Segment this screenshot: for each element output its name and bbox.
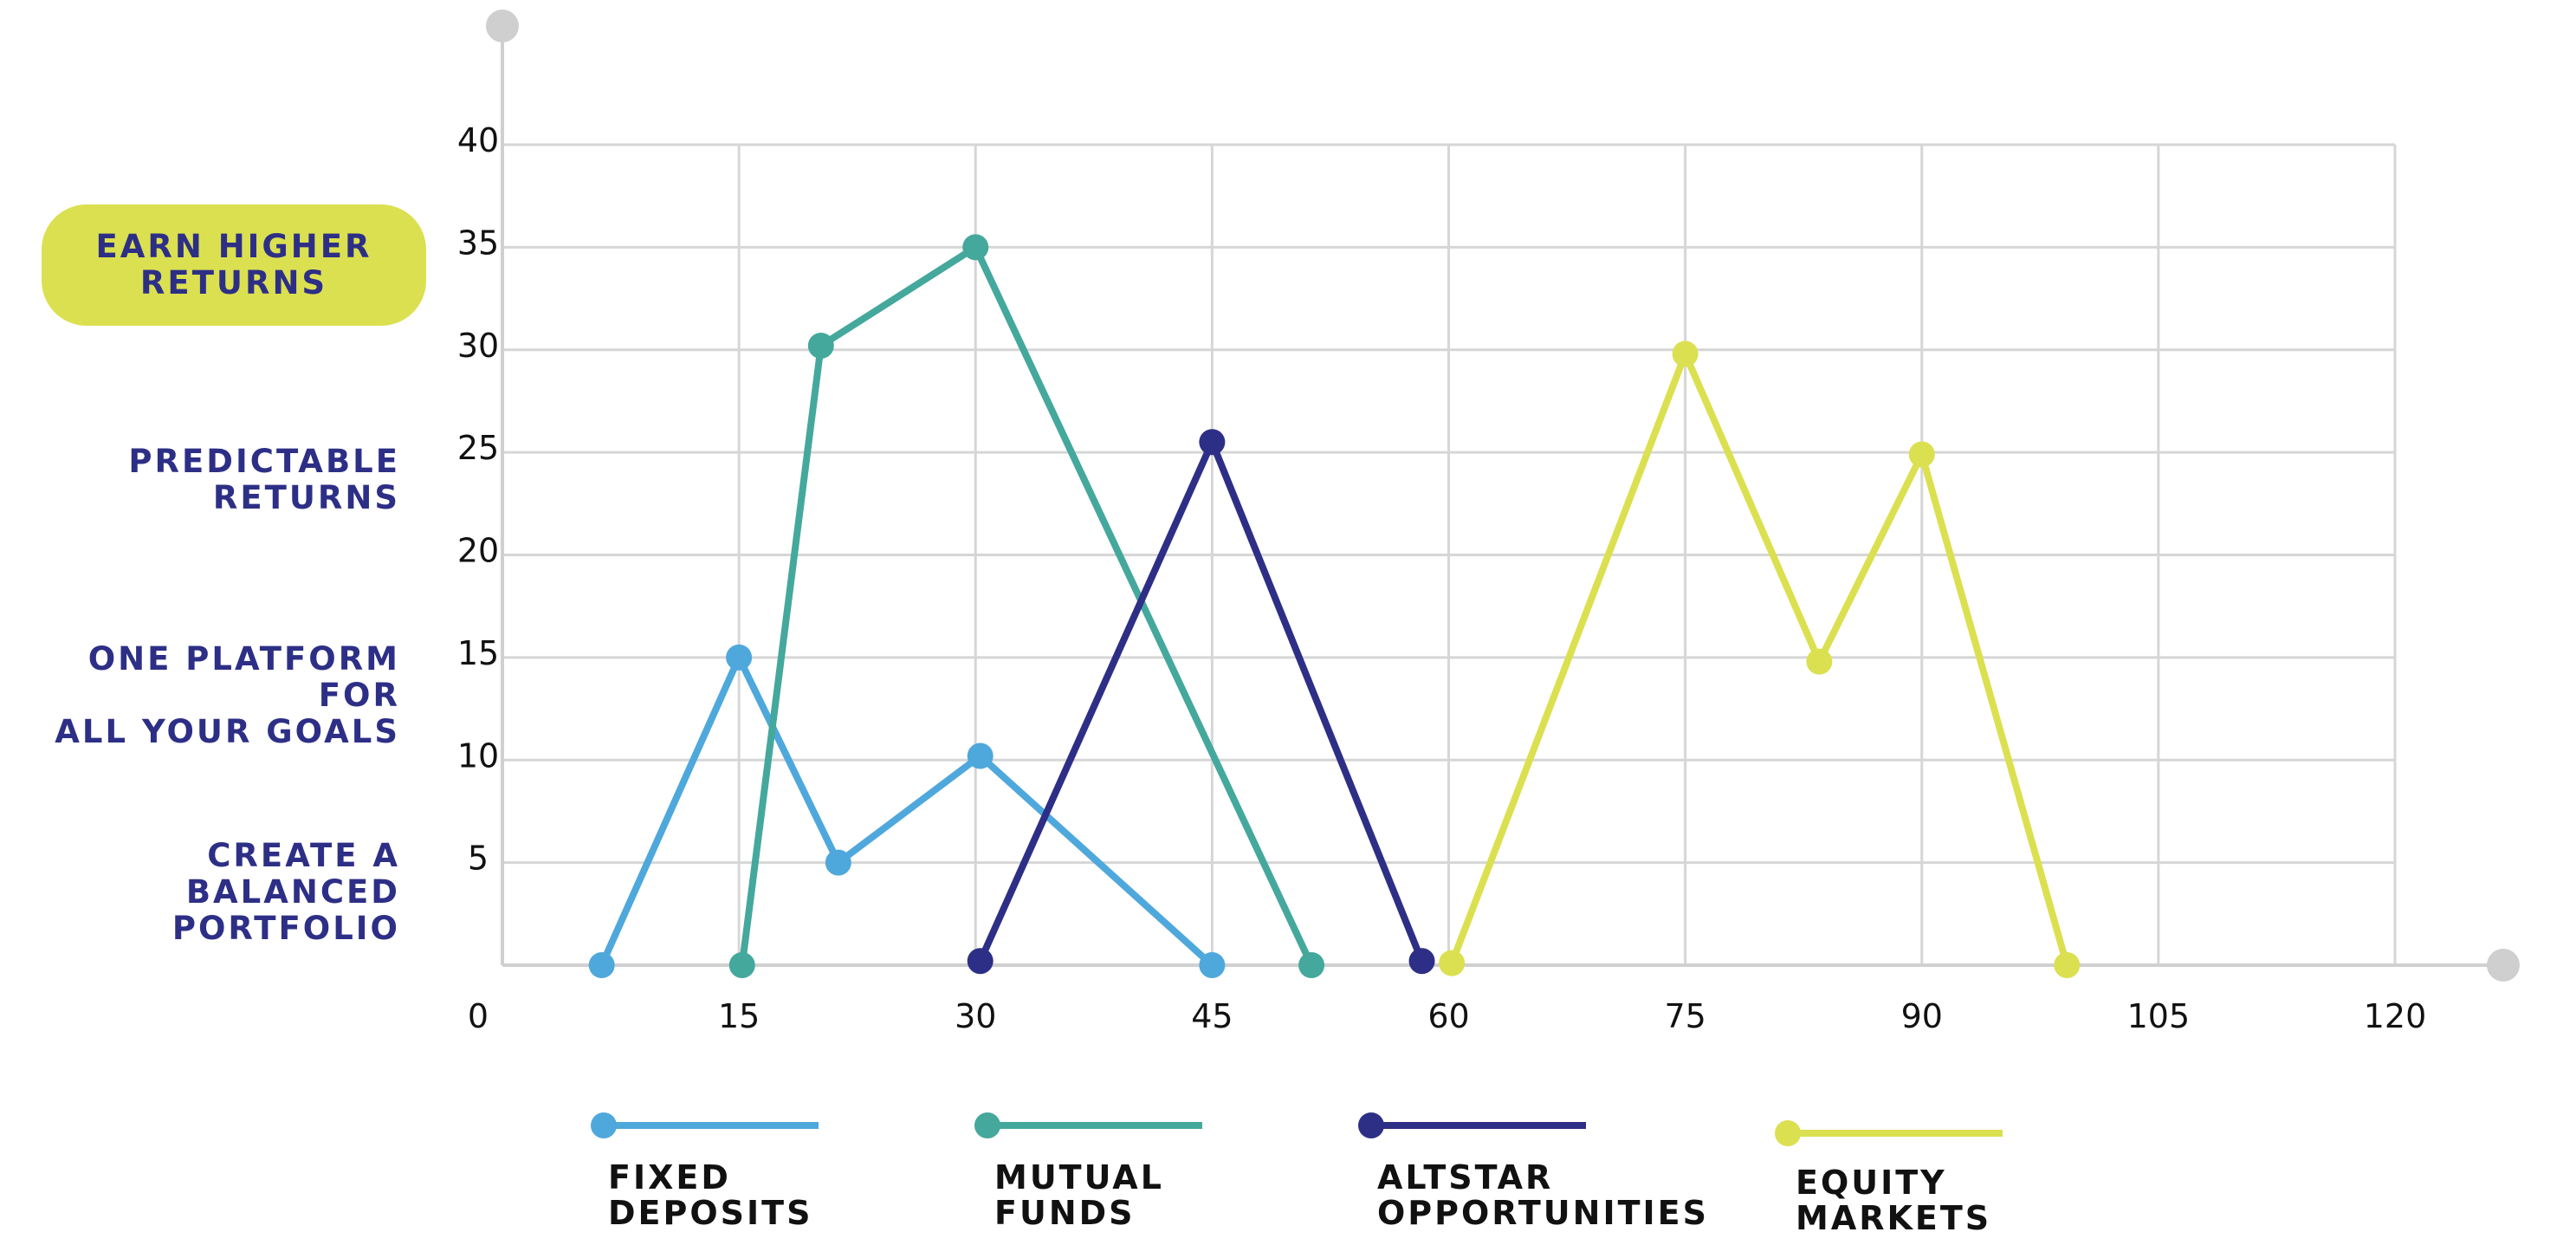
predictable-returns-label: PREDICTABLE RETURNS	[128, 443, 400, 516]
legend-item-2	[974, 1112, 1202, 1138]
legend-swatch-dot	[1775, 1120, 1801, 1146]
y-tick-label: 10	[457, 736, 499, 775]
legend-label: FIXED DEPOSITS	[608, 1158, 813, 1232]
x-tick-label: 60	[1427, 997, 1469, 1035]
legend-label: ALTSTAR OPPORTUNITIES	[1377, 1158, 1709, 1232]
data-point	[962, 234, 989, 261]
y-tick-label: 35	[457, 224, 499, 262]
data-point	[807, 333, 834, 360]
series-2	[728, 234, 1325, 978]
x-tick-label: 0	[468, 997, 489, 1035]
earn-higher-returns-pill: EARN HIGHER RETURNS	[42, 204, 426, 326]
series-4	[1439, 340, 2081, 978]
legend-item-1	[591, 1112, 819, 1138]
legend-item-3	[1358, 1112, 1586, 1138]
legend-item-4	[1775, 1120, 2003, 1146]
data-point	[726, 644, 753, 671]
legend-swatch-dot	[974, 1112, 1000, 1138]
data-point	[1806, 648, 1833, 675]
series-line	[598, 653, 1216, 969]
series-line	[1448, 350, 2071, 969]
legend-label: MUTUAL FUNDS	[994, 1158, 1164, 1232]
legend-label: EQUITY MARKETS	[1796, 1164, 1992, 1237]
legend-swatch-dot	[591, 1112, 617, 1138]
series-lines	[588, 234, 2081, 978]
y-tick-label: 25	[457, 429, 499, 467]
data-point	[967, 948, 994, 975]
series-line	[738, 243, 1316, 969]
data-point	[967, 742, 994, 769]
x-tick-label: 45	[1191, 997, 1233, 1035]
data-point	[825, 849, 851, 876]
series-3	[967, 429, 1435, 975]
tick-labels: 0 15 30 45 60 75 90 105 120 5 10 15 20 25 30 35 40	[457, 121, 2426, 1035]
x-tick-label: 90	[1901, 997, 1943, 1035]
x-axis-end-dot	[2487, 949, 2520, 982]
data-point	[1199, 429, 1226, 456]
data-point	[1672, 340, 1699, 367]
legend-swatch-dot	[1358, 1112, 1384, 1138]
x-tick-label: 30	[955, 997, 996, 1035]
y-tick-label: 30	[457, 327, 499, 365]
y-tick-label: 15	[457, 634, 499, 672]
data-point	[2054, 952, 2081, 978]
grid-lines	[502, 143, 2397, 965]
x-tick-label: 75	[1664, 997, 1705, 1035]
x-tick-label: 105	[2127, 997, 2191, 1035]
one-platform-label: ONE PLATFORM FOR ALL YOUR GOALS	[55, 640, 400, 750]
series-line	[976, 438, 1426, 965]
balanced-portfolio-label: CREATE A BALANCED PORTFOLIO	[172, 837, 400, 947]
data-point	[1408, 948, 1435, 975]
y-tick-label: 5	[468, 840, 489, 878]
x-tick-label: 120	[2364, 997, 2427, 1035]
data-point	[1439, 950, 1466, 976]
series-1	[588, 644, 1226, 978]
axes	[486, 10, 2520, 982]
data-point	[728, 952, 755, 978]
x-tick-label: 15	[718, 997, 760, 1035]
y-tick-label: 40	[457, 121, 499, 159]
y-axis-end-dot	[486, 10, 519, 42]
data-point	[1199, 952, 1226, 978]
y-tick-label: 20	[457, 532, 499, 570]
data-point	[1298, 952, 1325, 978]
data-point	[588, 952, 615, 978]
legend	[591, 1112, 2003, 1146]
data-point	[1908, 441, 1935, 468]
